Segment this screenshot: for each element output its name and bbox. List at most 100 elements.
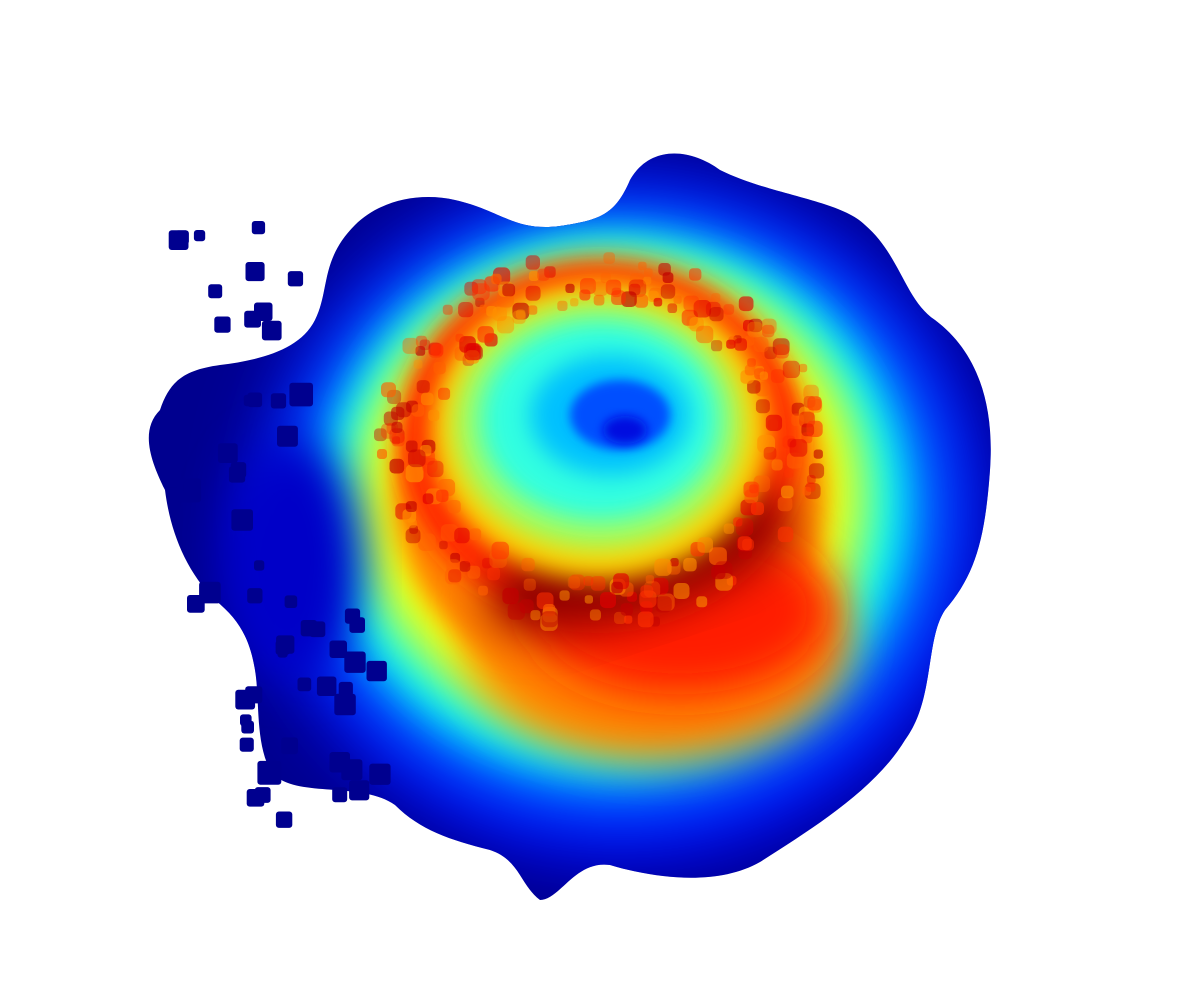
speckle <box>655 596 672 613</box>
speckle <box>696 325 714 344</box>
speckle <box>735 518 754 536</box>
speckle <box>416 380 430 394</box>
speckle <box>559 590 570 601</box>
speckle <box>772 338 790 355</box>
speckle <box>781 485 794 499</box>
speckle <box>519 599 534 614</box>
edge-block <box>349 780 370 801</box>
speckle <box>744 364 756 376</box>
edge-block <box>208 284 223 299</box>
speckle <box>657 593 675 611</box>
edge-block <box>247 392 263 408</box>
speckle <box>391 421 403 433</box>
speckle <box>442 304 453 315</box>
speckle <box>450 552 461 563</box>
speckle <box>645 575 655 584</box>
speckle <box>600 272 611 283</box>
edge-block <box>366 660 387 682</box>
speckle <box>798 363 808 373</box>
speckle <box>696 596 708 608</box>
speckle <box>611 290 626 305</box>
edge-block <box>344 608 361 624</box>
speckle <box>653 297 663 307</box>
speckle <box>482 557 493 569</box>
speckle <box>611 581 623 594</box>
speckle <box>590 576 606 591</box>
speckle <box>640 585 654 598</box>
edge-block <box>257 760 282 785</box>
speckle <box>667 303 678 313</box>
speckle <box>467 565 481 579</box>
speckle <box>807 396 822 411</box>
speckle <box>477 326 494 343</box>
center-deep-blue <box>603 416 647 444</box>
speckle <box>651 577 669 595</box>
speckle <box>420 445 432 457</box>
speckle <box>543 604 556 617</box>
speckle <box>565 283 575 293</box>
edge-block <box>228 466 246 483</box>
edge-block <box>297 677 312 692</box>
edge-block <box>251 221 266 235</box>
edge-block <box>217 443 238 463</box>
speckle <box>634 294 649 308</box>
edge-block <box>231 509 253 531</box>
speckle <box>438 387 451 400</box>
speckle <box>389 458 405 474</box>
speckle <box>589 609 601 621</box>
speckle <box>497 316 515 334</box>
speckle <box>600 592 616 609</box>
speckle <box>747 358 756 367</box>
speckle <box>743 481 760 498</box>
speckle <box>711 293 721 303</box>
speckle <box>693 300 712 318</box>
edge-block <box>247 588 263 604</box>
speckle <box>537 268 550 281</box>
speckle <box>658 263 671 276</box>
speckle <box>405 440 418 453</box>
speckle <box>755 399 770 414</box>
speckle <box>808 463 825 479</box>
speckle <box>528 271 539 281</box>
speckle <box>458 302 474 318</box>
speckle <box>764 346 777 360</box>
speckle <box>643 276 652 285</box>
speckle <box>430 343 444 357</box>
edge-block <box>309 621 326 638</box>
edge-block <box>254 787 271 803</box>
speckle <box>439 540 448 550</box>
edge-block <box>275 811 293 828</box>
speckle <box>541 611 558 628</box>
edge-block <box>254 560 265 571</box>
speckle <box>512 310 526 324</box>
edge-block <box>187 595 205 613</box>
speckle <box>762 324 775 338</box>
edge-block <box>281 737 298 755</box>
speckle <box>540 613 558 631</box>
speckle <box>774 344 789 359</box>
speckle <box>392 436 401 445</box>
speckle <box>784 468 794 478</box>
speckle <box>791 413 804 427</box>
speckle <box>433 361 446 375</box>
speckle <box>733 517 743 527</box>
edge-block <box>277 425 298 447</box>
speckle <box>391 433 405 447</box>
speckle <box>409 525 418 534</box>
speckle <box>748 318 763 333</box>
speckle <box>806 475 816 484</box>
speckle <box>734 338 747 351</box>
speckle <box>782 360 800 378</box>
speckle <box>419 339 431 351</box>
speckle <box>446 559 460 573</box>
speckle <box>738 296 754 312</box>
speckle <box>567 576 581 589</box>
speckle <box>726 339 736 349</box>
speckle <box>415 335 427 347</box>
speckle <box>644 268 653 278</box>
speckle <box>737 536 752 551</box>
edge-block <box>214 316 231 333</box>
edge-block <box>270 393 287 409</box>
